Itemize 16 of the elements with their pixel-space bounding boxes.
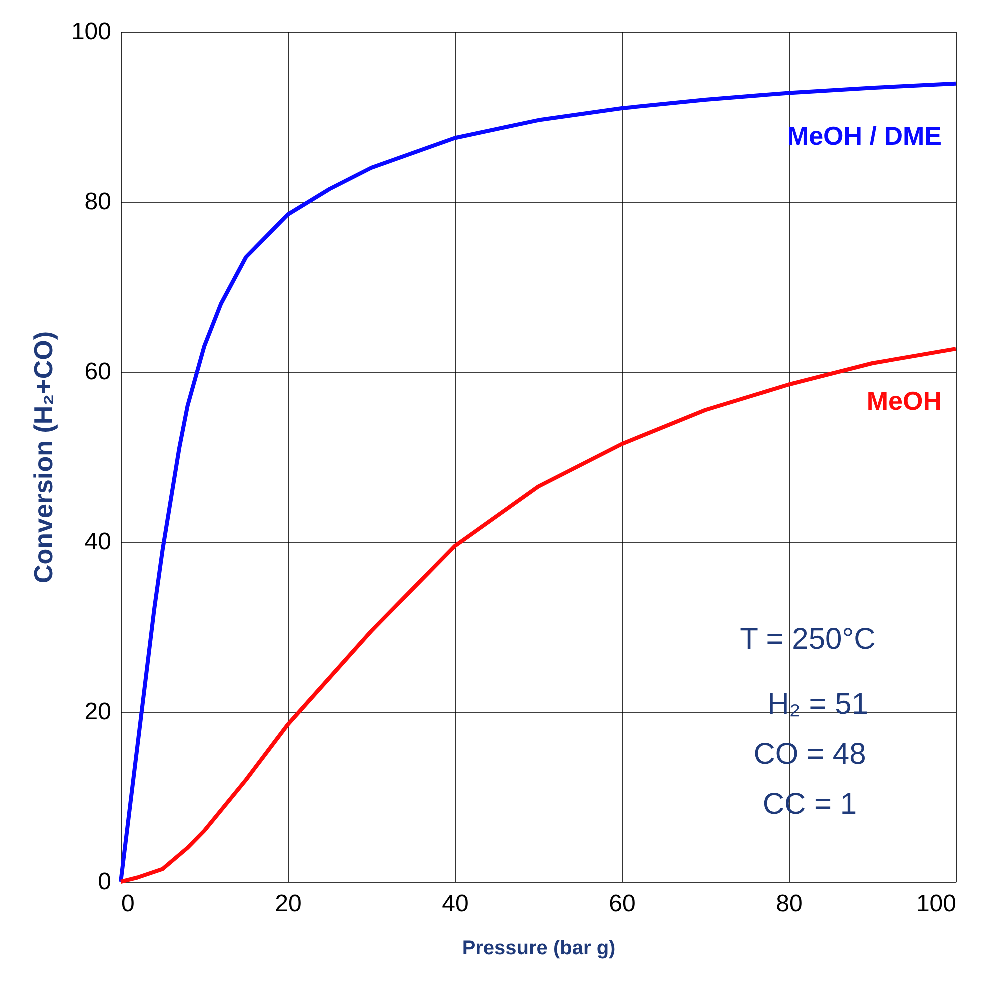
x-tick-label: 0 xyxy=(122,890,135,918)
x-tick-label: 20 xyxy=(275,890,302,918)
series-label: MeOH xyxy=(866,386,942,416)
y-tick-label: 20 xyxy=(84,698,112,726)
y-tick-label: 0 xyxy=(98,868,112,896)
y-tick-label: 60 xyxy=(84,358,112,386)
y-tick-label: 40 xyxy=(84,528,112,556)
x-tick-label: 100 xyxy=(916,890,956,918)
y-axis-title: Conversion (H₂+CO) xyxy=(28,331,58,584)
y-tick-label: 100 xyxy=(71,18,112,46)
x-axis-title: Pressure (bar g) xyxy=(462,938,616,960)
x-tick-label: 60 xyxy=(609,890,636,918)
x-tick-label: 40 xyxy=(442,890,469,918)
y-tick-label: 80 xyxy=(84,188,112,216)
x-tick-label: 80 xyxy=(776,890,803,918)
annotation: T = 250°C xyxy=(740,623,876,656)
